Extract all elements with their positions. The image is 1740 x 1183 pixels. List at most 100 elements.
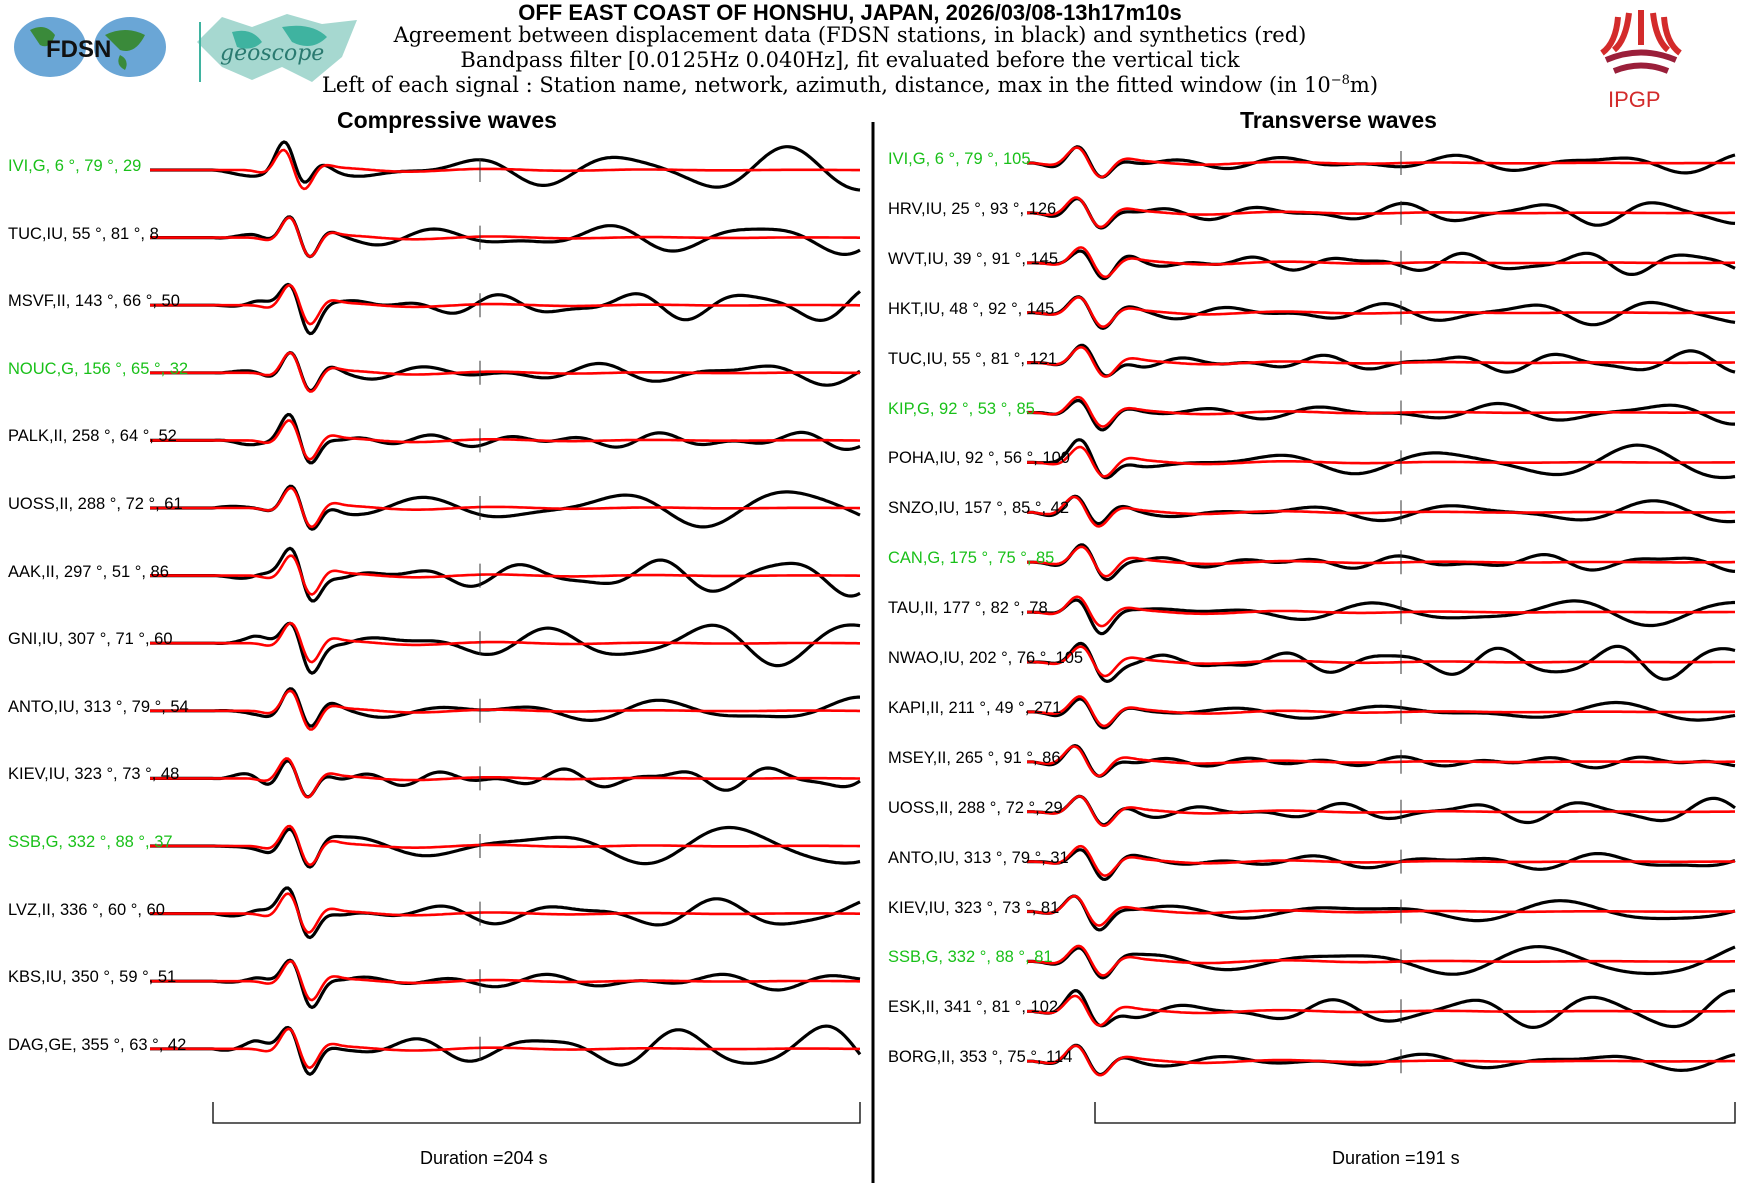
- station-label: HRV,IU, 25 °, 93 °, 126: [888, 199, 1057, 218]
- synthetic-trace: [1027, 146, 1735, 179]
- synthetic-trace: [150, 148, 860, 191]
- data-trace: [150, 759, 861, 799]
- station-label: NWAO,IU, 202 °, 76 °, 105: [888, 649, 1084, 667]
- station-label: AAK,II, 297 °, 51 °, 86: [8, 562, 169, 581]
- station-label: SNZO,IU, 157 °, 85 °, 42: [888, 499, 1070, 518]
- subtitle-legend: Left of each signal : Station name, netw…: [0, 73, 1720, 97]
- station-label: LVZ,II, 336 °, 60 °, 60: [8, 900, 165, 919]
- station-label: ESK,II, 341 °, 81 °, 102: [888, 998, 1059, 1017]
- transverse-panel-title: Transverse waves: [1240, 107, 1437, 133]
- station-label: PALK,II, 258 °, 64 °, 52: [8, 427, 177, 446]
- data-trace: [150, 958, 861, 1010]
- synthetic-trace: [1027, 645, 1735, 678]
- compressive-panel-title: Compressive waves: [337, 107, 557, 133]
- figure-title: OFF EAST COAST OF HONSHU, JAPAN, 2026/03…: [518, 0, 1182, 25]
- synthetic-trace: [150, 892, 860, 934]
- station-label: MSEY,II, 265 °, 91 °, 86: [888, 748, 1061, 767]
- data-trace: [1027, 343, 1736, 378]
- synthetic-trace: [150, 351, 860, 393]
- synthetic-trace: [150, 959, 860, 1002]
- station-label: KIEV,IU, 323 °, 73 °, 81: [888, 898, 1060, 917]
- legend-text: Left of each signal : Station name, netw…: [321, 73, 1331, 97]
- compressive-duration-label: Duration =204 s: [420, 1148, 548, 1168]
- station-label: IVI,G, 6 °, 79 °, 29: [8, 157, 142, 175]
- station-label: KIEV,IU, 323 °, 73 °, 48: [8, 765, 180, 784]
- data-trace: [150, 282, 861, 336]
- synthetic-trace: [1027, 345, 1735, 378]
- data-trace: [1027, 988, 1735, 1030]
- synthetic-trace: [1027, 994, 1735, 1027]
- station-label: IVI,G, 6 °, 79 °, 105: [888, 150, 1031, 168]
- data-trace: [1027, 249, 1736, 281]
- station-label: UOSS,II, 288 °, 72 °, 29: [888, 798, 1063, 817]
- synthetic-trace: [1027, 246, 1735, 279]
- synthetic-trace: [1027, 844, 1735, 878]
- ipgp-logo: IPGP: [1596, 5, 1696, 112]
- synthetic-trace: [150, 757, 860, 799]
- synthetic-trace: [150, 1027, 860, 1070]
- station-label: SSB,G, 332 °, 88 °, 81: [888, 948, 1053, 967]
- subtitle-agreement: Agreement between displacement data (FDS…: [393, 23, 1307, 47]
- synthetic-trace: [1027, 745, 1735, 778]
- synthetic-trace: [1027, 445, 1735, 478]
- svg-text:IPGP: IPGP: [1608, 87, 1661, 110]
- synthetic-trace: [1027, 894, 1735, 927]
- synthetic-trace: [150, 824, 860, 867]
- synthetic-trace: [150, 216, 860, 258]
- synthetic-trace: [1027, 495, 1735, 528]
- station-label: BORG,II, 353 °, 75 °, 114: [888, 1048, 1073, 1067]
- data-trace: [150, 621, 861, 675]
- synthetic-trace: [1027, 944, 1735, 977]
- transverse-duration-label: Duration =191 s: [1332, 1148, 1460, 1168]
- synthetic-trace: [1027, 545, 1735, 578]
- legend-unit: m): [1349, 73, 1379, 97]
- synthetic-trace: [150, 689, 860, 731]
- data-trace: [1027, 438, 1736, 480]
- synthetic-trace: [1027, 1044, 1735, 1077]
- data-trace: [150, 687, 860, 728]
- synthetic-trace: [1027, 395, 1735, 428]
- station-label: ANTO,IU, 313 °, 79 °, 54: [8, 697, 189, 716]
- station-label: TUC,IU, 55 °, 81 °, 8: [8, 224, 159, 243]
- data-trace: [150, 825, 861, 869]
- station-label: KIP,G, 92 °, 53 °, 85: [888, 399, 1035, 418]
- data-trace: [150, 140, 861, 192]
- geoscope-logo: geoscope: [192, 12, 362, 84]
- synthetic-trace: [150, 554, 860, 596]
- data-trace: [1027, 398, 1735, 432]
- station-label: WVT,IU, 39 °, 91 °, 145: [888, 249, 1059, 268]
- subtitle-bandpass: Bandpass filter [0.0125Hz 0.040Hz], fit …: [460, 48, 1240, 72]
- synthetic-trace: [1027, 794, 1735, 827]
- synthetic-trace: [150, 283, 860, 326]
- svg-text:FDSN: FDSN: [46, 36, 111, 63]
- station-label: ANTO,IU, 313 °, 79 °, 31: [888, 848, 1069, 867]
- synthetic-trace: [150, 486, 860, 529]
- fdsn-logo: FDSN: [10, 15, 170, 80]
- data-trace: [1027, 145, 1736, 179]
- synthetic-trace: [150, 419, 860, 461]
- svg-text:geoscope: geoscope: [220, 41, 324, 66]
- data-trace: [150, 886, 861, 940]
- synthetic-trace: [1027, 295, 1735, 329]
- station-label: HKT,IU, 48 °, 92 °, 145: [888, 299, 1055, 318]
- station-label: SSB,G, 332 °, 88 °, 37: [8, 833, 173, 851]
- synthetic-trace: [1027, 695, 1735, 728]
- station-label: GNI,IU, 307 °, 71 °, 60: [8, 630, 173, 649]
- data-trace: [1027, 598, 1735, 636]
- station-label: UOSS,II, 288 °, 72 °, 61: [8, 495, 183, 513]
- station-label: NOUC,G, 156 °, 65 °, 32: [8, 359, 189, 378]
- station-label: KAPI,II, 211 °, 49 °, 271: [888, 698, 1062, 717]
- data-trace: [1027, 944, 1736, 980]
- station-label: DAG,GE, 355 °, 63 °, 42: [8, 1035, 187, 1054]
- data-trace: [150, 546, 861, 603]
- data-trace: [150, 215, 861, 259]
- transverse-duration-bracket: [1094, 1102, 1736, 1124]
- data-trace: [1027, 848, 1736, 882]
- station-label: TUC,IU, 55 °, 81 °, 121: [888, 349, 1058, 368]
- compressive-duration-bracket: [212, 1102, 861, 1124]
- station-label: TAU,II, 177 °, 82 °, 78: [888, 599, 1048, 618]
- station-label: CAN,G, 175 °, 75 °, 85: [888, 549, 1055, 568]
- station-label: POHA,IU, 92 °, 56 °, 100: [888, 449, 1070, 468]
- synthetic-trace: [150, 621, 860, 664]
